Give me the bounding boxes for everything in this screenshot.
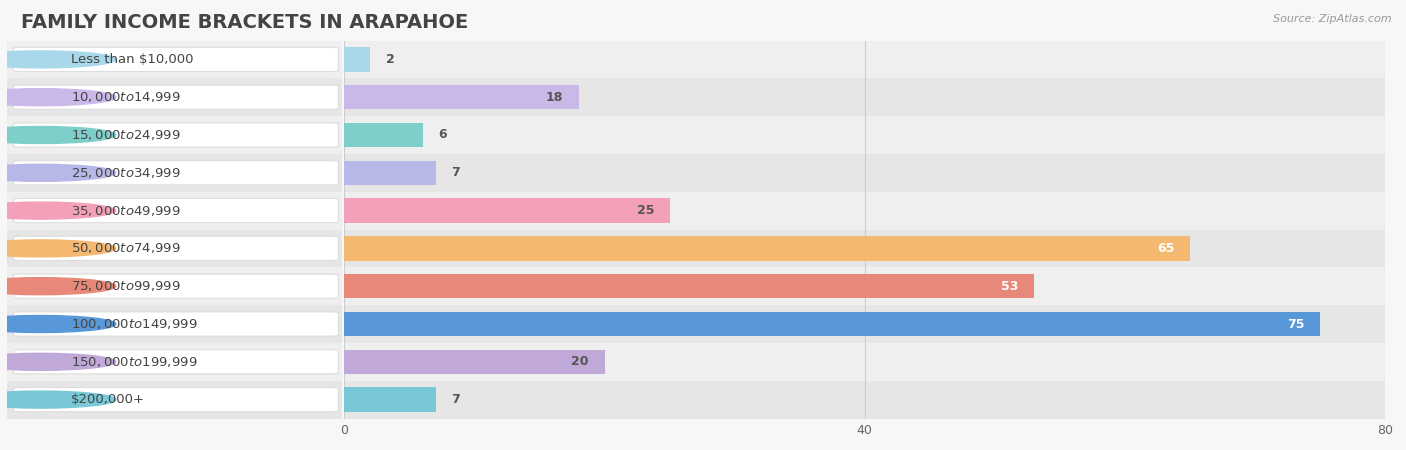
FancyBboxPatch shape (14, 123, 339, 147)
Bar (344, 267, 1385, 305)
Bar (344, 161, 436, 185)
Text: Source: ZipAtlas.com: Source: ZipAtlas.com (1274, 14, 1392, 23)
Text: $10,000 to $14,999: $10,000 to $14,999 (70, 90, 180, 104)
Circle shape (0, 391, 115, 408)
FancyBboxPatch shape (14, 236, 339, 261)
FancyBboxPatch shape (14, 274, 339, 298)
FancyBboxPatch shape (14, 350, 339, 374)
Bar (344, 387, 436, 412)
Circle shape (0, 126, 115, 144)
FancyBboxPatch shape (14, 161, 339, 185)
Bar (344, 312, 1320, 336)
Bar (344, 198, 669, 223)
Bar (344, 305, 1385, 343)
Circle shape (0, 51, 115, 68)
Bar (344, 236, 1189, 261)
Text: FAMILY INCOME BRACKETS IN ARAPAHOE: FAMILY INCOME BRACKETS IN ARAPAHOE (21, 14, 468, 32)
Bar (344, 192, 1385, 230)
Bar (7, 381, 342, 418)
Circle shape (0, 240, 115, 257)
Bar (7, 305, 342, 343)
Text: 2: 2 (387, 53, 395, 66)
Circle shape (0, 164, 115, 181)
Text: $200,000+: $200,000+ (70, 393, 145, 406)
FancyBboxPatch shape (14, 85, 339, 109)
Bar (7, 154, 342, 192)
FancyBboxPatch shape (14, 387, 339, 412)
Text: $35,000 to $49,999: $35,000 to $49,999 (70, 203, 180, 218)
Bar (344, 154, 1385, 192)
Bar (7, 40, 342, 78)
Bar (7, 230, 342, 267)
Bar (7, 116, 342, 154)
Text: $25,000 to $34,999: $25,000 to $34,999 (70, 166, 180, 180)
Bar (344, 230, 1385, 267)
Text: 25: 25 (637, 204, 654, 217)
Bar (344, 343, 1385, 381)
Bar (344, 350, 605, 374)
Bar (344, 116, 1385, 154)
Bar (7, 343, 342, 381)
Bar (344, 381, 1385, 418)
Text: 53: 53 (1001, 280, 1018, 292)
Bar (344, 47, 371, 72)
Bar (7, 78, 342, 116)
Circle shape (0, 353, 115, 370)
Text: $50,000 to $74,999: $50,000 to $74,999 (70, 241, 180, 256)
Bar (344, 85, 579, 109)
Text: $15,000 to $24,999: $15,000 to $24,999 (70, 128, 180, 142)
Circle shape (0, 315, 115, 333)
Bar (344, 274, 1033, 298)
Text: $100,000 to $149,999: $100,000 to $149,999 (70, 317, 197, 331)
FancyBboxPatch shape (14, 312, 339, 336)
Text: 6: 6 (439, 129, 447, 141)
Text: 20: 20 (571, 356, 589, 368)
FancyBboxPatch shape (14, 47, 339, 72)
Text: $75,000 to $99,999: $75,000 to $99,999 (70, 279, 180, 293)
Circle shape (0, 278, 115, 295)
Bar (7, 192, 342, 230)
Text: 7: 7 (451, 166, 460, 179)
Bar (344, 78, 1385, 116)
Text: 7: 7 (451, 393, 460, 406)
Text: Less than $10,000: Less than $10,000 (70, 53, 193, 66)
Circle shape (0, 202, 115, 219)
Text: 75: 75 (1286, 318, 1305, 330)
Circle shape (0, 89, 115, 106)
Bar (7, 267, 342, 305)
Text: $150,000 to $199,999: $150,000 to $199,999 (70, 355, 197, 369)
Text: 18: 18 (546, 91, 562, 104)
FancyBboxPatch shape (14, 198, 339, 223)
Bar (344, 40, 1385, 78)
Bar (344, 123, 422, 147)
Text: 65: 65 (1157, 242, 1174, 255)
